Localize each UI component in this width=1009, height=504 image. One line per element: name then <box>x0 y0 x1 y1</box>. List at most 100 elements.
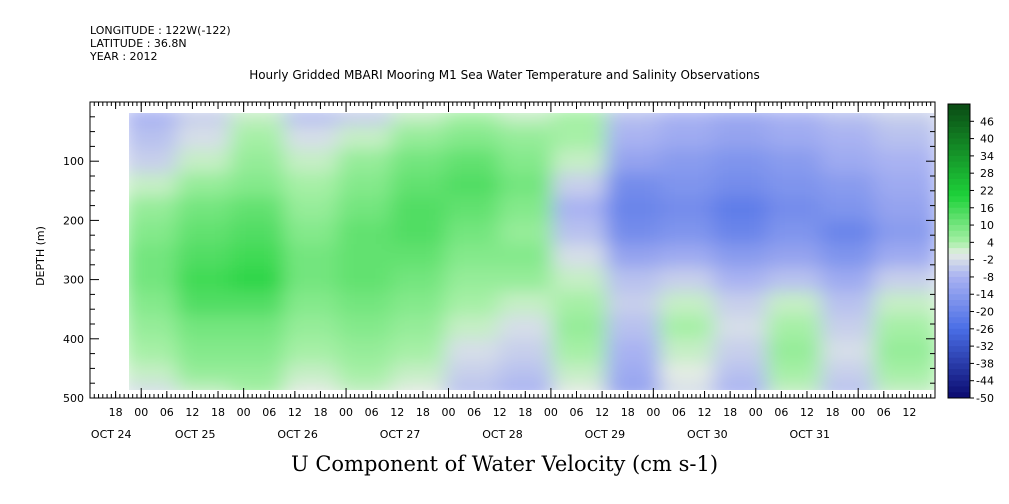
heatmap-cell <box>713 383 779 390</box>
colorbar-swatch <box>948 138 970 145</box>
colorbar-swatch <box>948 115 970 122</box>
x-hour-label: 18 <box>826 406 840 419</box>
colorbar-swatch <box>948 167 970 174</box>
x-hour-label: 00 <box>851 406 865 419</box>
heatmap-cell <box>767 383 833 390</box>
colorbar-label: -2 <box>983 254 994 267</box>
heatmap-cell <box>284 362 350 385</box>
colorbar-swatch <box>948 334 970 341</box>
colorbar-swatch <box>948 363 970 370</box>
colorbar-label: 10 <box>980 219 994 232</box>
colorbar-label: -38 <box>976 357 994 370</box>
heatmap-cell <box>606 383 672 390</box>
heatmap-cell <box>874 173 934 198</box>
heatmap-cell <box>820 383 887 390</box>
colorbar-swatch <box>948 323 970 330</box>
x-hour-label: 18 <box>518 406 532 419</box>
heatmap-cell <box>284 113 350 127</box>
heatmap-cell <box>284 383 350 390</box>
colorbar-frame <box>947 103 971 399</box>
heatmap-cell <box>874 338 934 364</box>
x-hour-label: 18 <box>109 406 123 419</box>
heatmap-cell <box>498 383 565 390</box>
heatmap-cell <box>129 113 189 127</box>
colorbar-swatch <box>948 311 970 318</box>
heatmap-cell <box>552 383 618 390</box>
colorbar-swatch <box>948 346 970 353</box>
colorbar-label: -50 <box>976 392 994 405</box>
colorbar-swatch <box>948 219 970 226</box>
colorbar-label: -26 <box>976 323 994 336</box>
heatmap-cell <box>767 362 833 385</box>
colorbar-swatch <box>948 328 970 335</box>
colorbar-swatch <box>948 155 970 163</box>
longitude-label: LONGITUDE : 122W(-122) <box>90 24 231 37</box>
x-hour-label: 00 <box>441 406 455 419</box>
heatmap-cell <box>445 362 511 385</box>
y-tick-label: 400 <box>63 333 84 346</box>
colorbar-swatch <box>948 190 970 197</box>
heatmap-cell <box>337 383 404 390</box>
heatmap-cell <box>659 113 726 127</box>
heatmap-cell <box>820 362 887 385</box>
colorbar-swatch <box>948 207 970 214</box>
colorbar-swatch <box>948 282 970 289</box>
colorbar-swatch <box>948 369 970 376</box>
x-hour-label: 18 <box>621 406 635 419</box>
colorbar-swatch <box>948 173 970 180</box>
colorbar-swatch <box>948 109 970 116</box>
colorbar-swatch <box>948 196 970 203</box>
heatmap-cell <box>874 383 934 390</box>
colorbar-label: -44 <box>976 375 994 388</box>
x-hour-label: 18 <box>211 406 225 419</box>
heatmap-cell <box>606 362 672 385</box>
heatmap-cell <box>874 196 934 222</box>
heatmap-cell <box>445 383 511 390</box>
heatmap-cell <box>129 383 189 390</box>
heatmap-cell <box>498 113 565 127</box>
x-hour-label: 06 <box>365 406 379 419</box>
y-tick-label: 300 <box>63 274 84 287</box>
heatmap-cell <box>713 113 779 127</box>
heatmap-cell <box>874 315 934 340</box>
colorbar-swatch <box>948 253 970 261</box>
colorbar-swatch <box>948 104 970 111</box>
colorbar-swatch <box>948 294 970 301</box>
x-hour-label: 12 <box>185 406 199 419</box>
x-hour-label: 06 <box>672 406 686 419</box>
heatmap-cell <box>874 125 934 151</box>
colorbar-label: -32 <box>976 340 994 353</box>
x-date-label: OCT 24 <box>91 428 132 441</box>
heatmap-cell <box>391 113 457 127</box>
colorbar-swatch <box>948 386 970 393</box>
colorbar-swatch <box>948 305 970 312</box>
colorbar-swatch <box>948 271 970 278</box>
colorbar-swatch <box>948 150 970 157</box>
x-hour-label: 18 <box>416 406 430 419</box>
colorbar-swatch <box>948 161 970 168</box>
x-axis-label: U Component of Water Velocity (cm s-1) <box>290 452 719 476</box>
colorbar-swatch <box>948 236 970 243</box>
x-date-label: OCT 28 <box>482 428 523 441</box>
colorbar-label: -8 <box>983 271 994 284</box>
x-hour-label: 12 <box>390 406 404 419</box>
colorbar: 46 40 34 28 22 16 10 4 -2 -8 -14 -20 -26 -32 -38 -44 -50 <box>947 103 994 405</box>
colorbar-label: 16 <box>980 202 994 215</box>
colorbar-swatch <box>948 248 970 255</box>
heatmap-cell <box>874 149 934 175</box>
colorbar-label: 28 <box>980 167 994 180</box>
x-date-label: OCT 30 <box>687 428 728 441</box>
x-hour-label: 06 <box>262 406 276 419</box>
colorbar-swatch <box>948 121 970 128</box>
colorbar-label: 40 <box>980 133 994 146</box>
x-hour-label: 12 <box>288 406 302 419</box>
x-hour-label: 06 <box>877 406 891 419</box>
colorbar-swatch <box>948 213 970 220</box>
x-date-label: OCT 25 <box>175 428 216 441</box>
x-hour-label: 06 <box>774 406 788 419</box>
heatmap-cell <box>552 362 618 385</box>
x-date-label: OCT 27 <box>380 428 421 441</box>
heatmap-cell <box>337 113 404 127</box>
heatmap-cell <box>337 362 404 385</box>
